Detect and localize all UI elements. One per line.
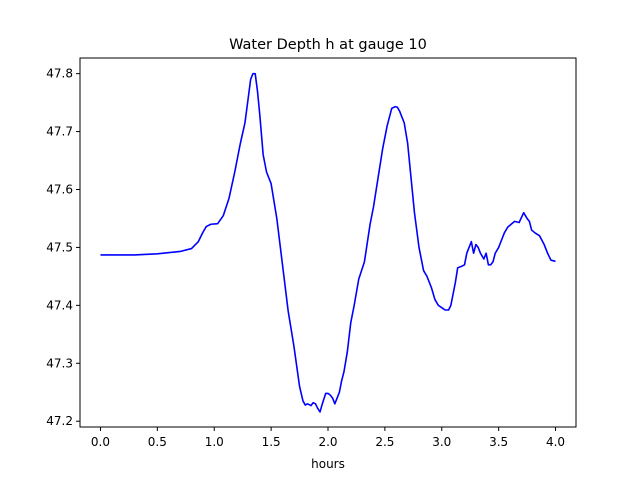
- series-line-0: [100, 72, 556, 413]
- y-tick-label: 47.2: [46, 414, 73, 428]
- x-tick-label: 0.0: [91, 435, 110, 449]
- x-tick-label: 1.5: [262, 435, 281, 449]
- x-tick-label: 4.0: [546, 435, 565, 449]
- y-tick-label: 47.5: [46, 240, 73, 254]
- x-axis-label: hours: [311, 457, 345, 471]
- x-tick-label: 3.5: [489, 435, 508, 449]
- y-tick-label: 47.6: [46, 182, 73, 196]
- chart-title: Water Depth h at gauge 10: [229, 37, 427, 53]
- y-tick-label: 47.7: [46, 125, 73, 139]
- x-tick-label: 0.5: [148, 435, 167, 449]
- x-tick-label: 1.0: [205, 435, 224, 449]
- y-axis: 47.2 47.3 47.4 47.5 47.6 47.7 47.8: [46, 67, 80, 428]
- x-tick-label: 2.0: [318, 435, 337, 449]
- y-tick-label: 47.3: [46, 356, 73, 370]
- plot-frame: [79, 57, 577, 428]
- y-tick-label: 47.4: [46, 298, 73, 312]
- plot-area: [100, 72, 556, 413]
- x-tick-label: 2.5: [375, 435, 394, 449]
- x-axis: 0.0 0.5 1.0 1.5 2.0 2.5 3.0 3.5 4.0: [91, 427, 565, 449]
- x-tick-label: 3.0: [432, 435, 451, 449]
- y-tick-label: 47.8: [46, 67, 73, 81]
